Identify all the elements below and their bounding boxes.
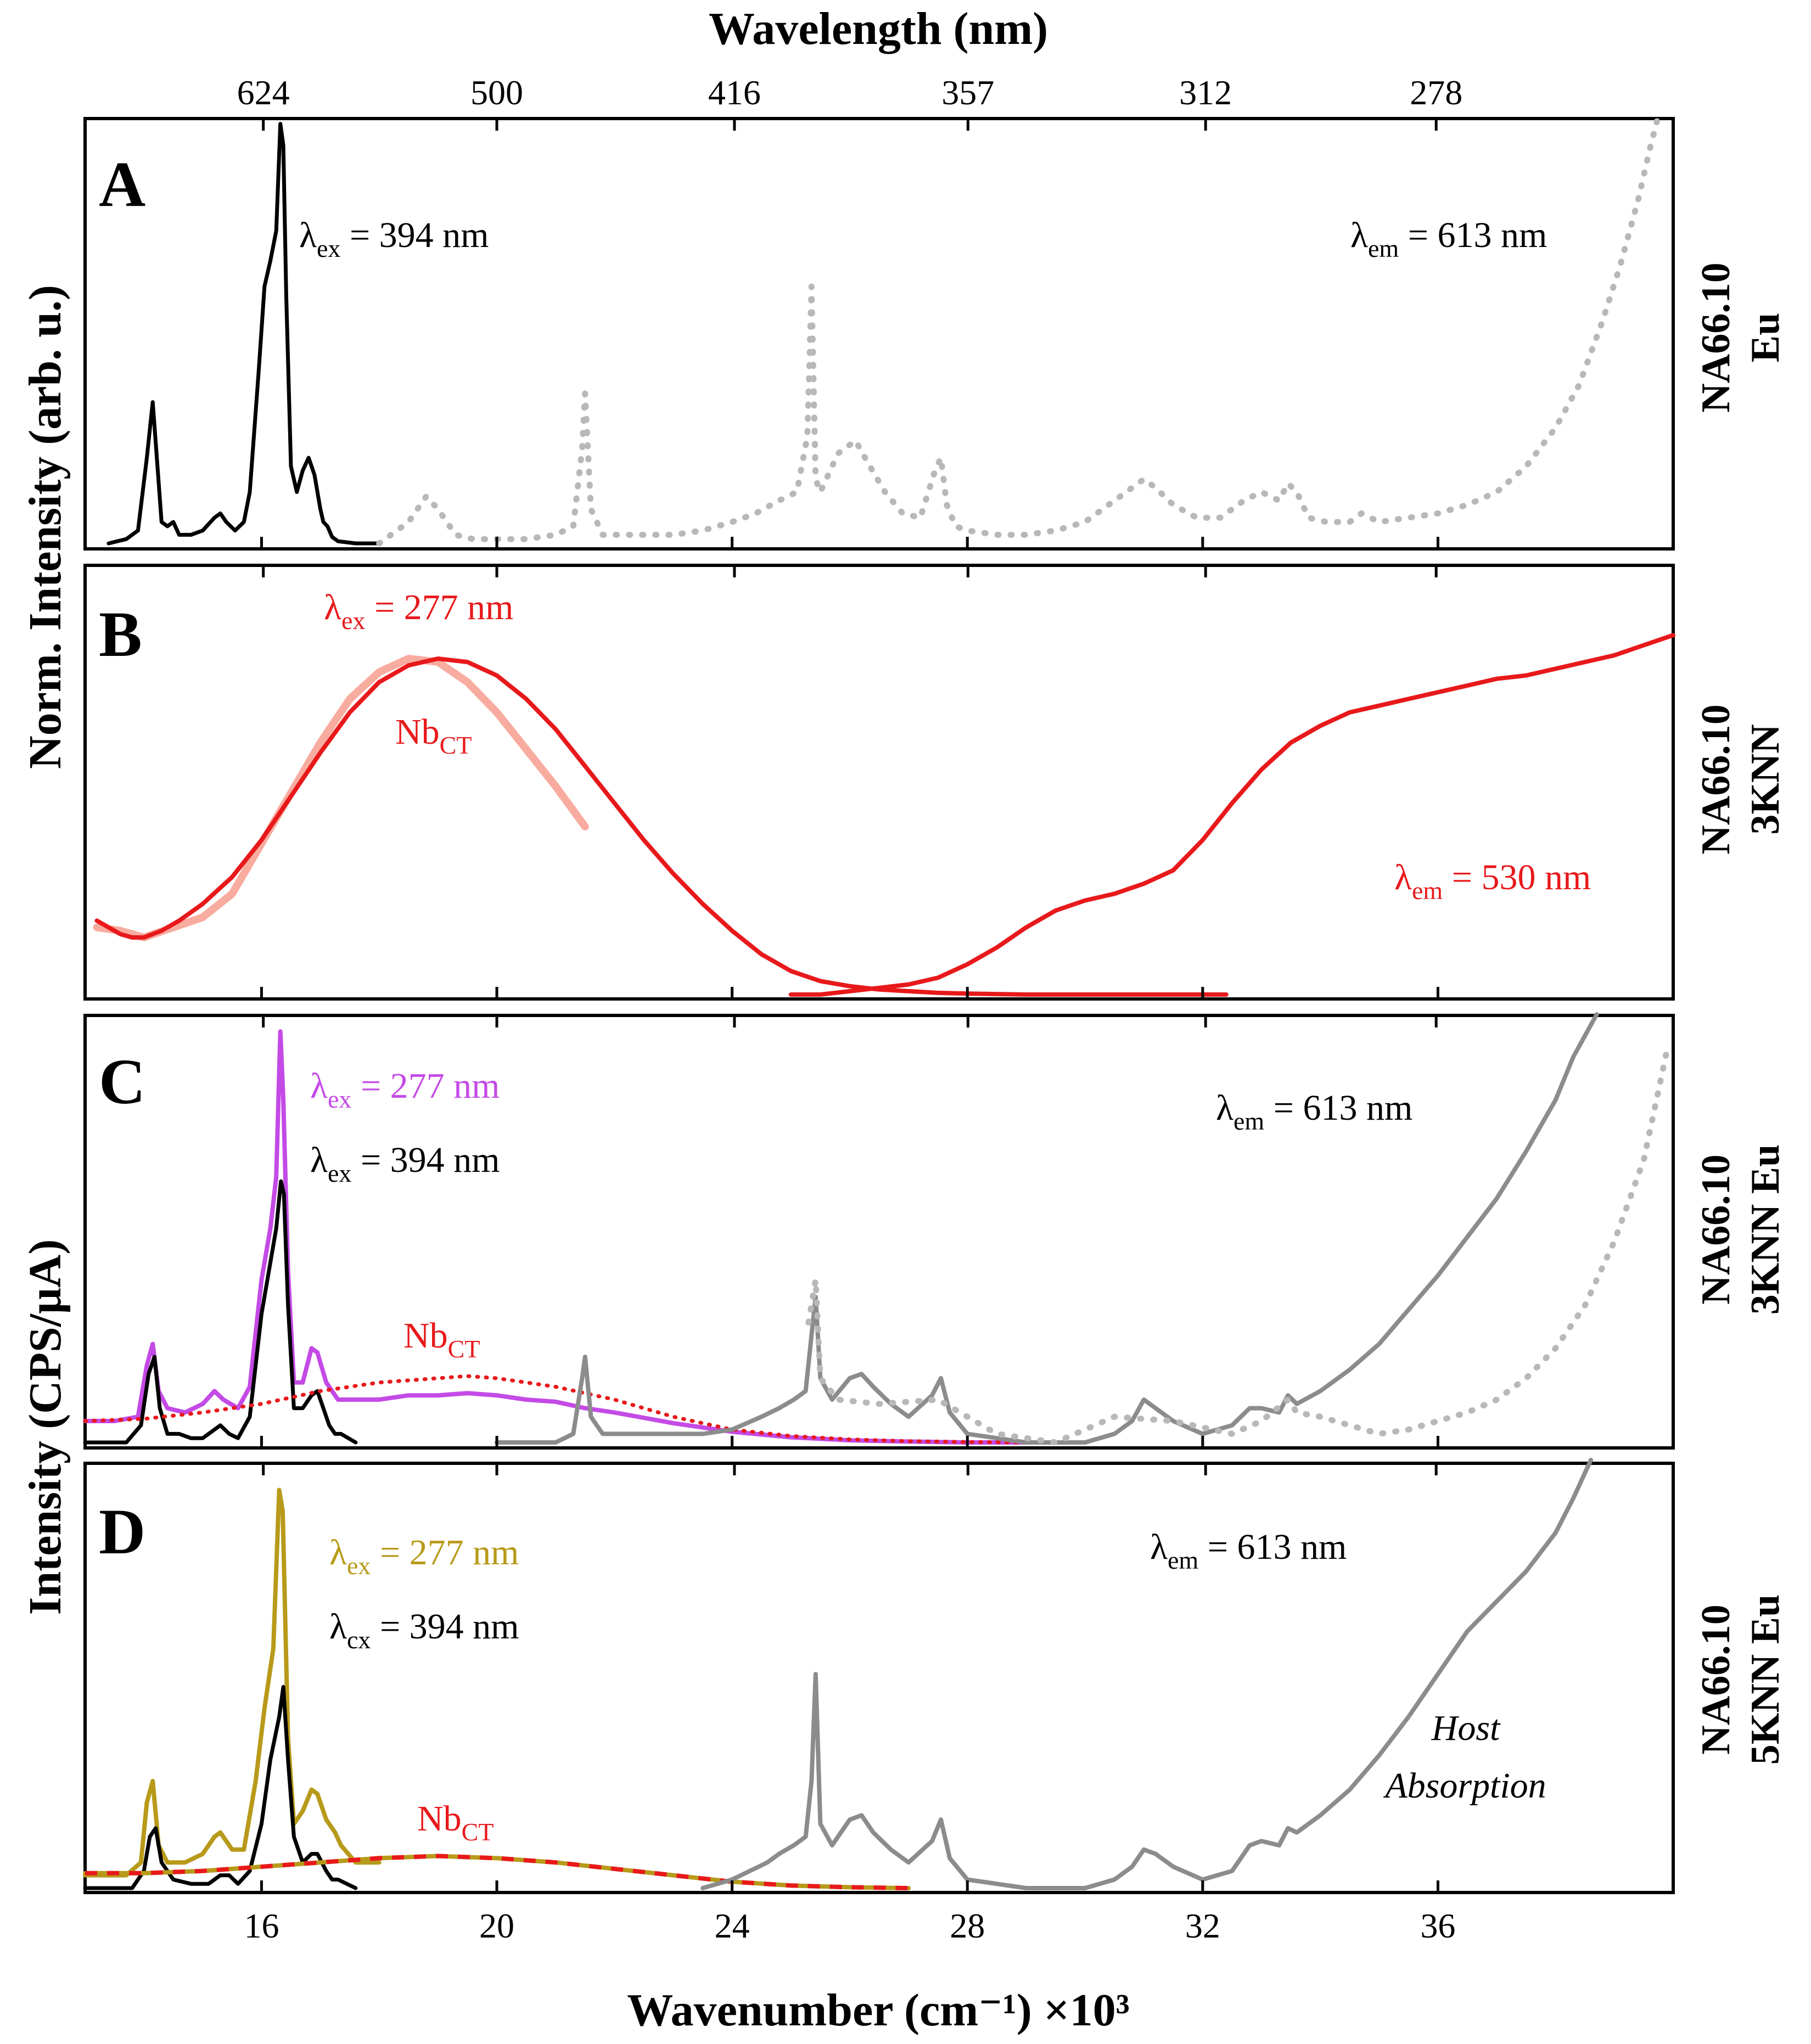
- series-line-c-0: [83, 1029, 1087, 1445]
- panel-letter-c: C: [99, 1046, 145, 1118]
- sample-d-line1: NA66.10: [1694, 1604, 1739, 1754]
- series-line-a-1: [376, 112, 1662, 547]
- left-axis-title-lower: Intensity (CPS/μA): [20, 1239, 71, 1615]
- panel-a: [83, 112, 1675, 551]
- top-axis-ticks: 624 500 416 357 312 278: [237, 73, 1463, 112]
- sample-a-line1: NA66.10: [1694, 262, 1739, 412]
- annot-d-nb: NbCT: [417, 1799, 494, 1846]
- top-tick-label: 624: [237, 73, 290, 112]
- panel-frame-c: [83, 1014, 1675, 1450]
- sample-d-line2: 5KNN Eu: [1743, 1594, 1788, 1765]
- top-axis-title: Wavelength (nm): [709, 3, 1048, 54]
- panel-d: [83, 1458, 1675, 1894]
- series-line-d-0: [83, 1487, 382, 1878]
- annot-b-nb: NbCT: [395, 712, 472, 759]
- series-line-c-3: [495, 1012, 1599, 1445]
- bottom-tick-label: 28: [950, 1906, 985, 1945]
- sample-c-line2: 3KNN Eu: [1743, 1144, 1788, 1315]
- sample-a-line2: Eu: [1743, 313, 1788, 363]
- panel-letter-a: A: [99, 148, 145, 220]
- bottom-tick-label: 36: [1420, 1906, 1455, 1945]
- annot-d-ex2: λcx = 394 nm: [329, 1607, 519, 1654]
- sample-c-line1: NA66.10: [1694, 1154, 1739, 1304]
- annot-a-em: λem = 613 nm: [1350, 215, 1547, 262]
- bottom-tick-label: 32: [1185, 1906, 1220, 1945]
- series-line-d-1: [83, 1684, 358, 1890]
- annot-c-ex1: λex = 277 nm: [310, 1066, 500, 1113]
- top-tick-label: 357: [941, 73, 994, 112]
- panel-frame-a: [83, 117, 1675, 551]
- annot-d-em: λem = 613 nm: [1150, 1527, 1347, 1574]
- series-line-c-2: [83, 1374, 1028, 1445]
- annot-d-host-1: Host: [1431, 1708, 1501, 1748]
- annot-b-ex: λex = 277 nm: [324, 587, 514, 634]
- annot-d-host-2: Absorption: [1383, 1766, 1546, 1806]
- bottom-tick-label: 16: [244, 1906, 279, 1945]
- annot-c-ex2: λex = 394 nm: [310, 1140, 500, 1187]
- top-tick-label: 416: [708, 73, 761, 112]
- series-line-a-0: [106, 122, 382, 546]
- series-line-d-3: [700, 1458, 1593, 1890]
- bottom-axis-title: Wavenumber (cm⁻¹) ×10³: [627, 1985, 1130, 2036]
- top-tick-label: 278: [1410, 73, 1462, 112]
- sample-b-line1: NA66.10: [1694, 704, 1739, 854]
- bottom-axis-ticks: 16 20 24 28 32 36: [244, 1906, 1455, 1945]
- panel-letter-b: B: [99, 598, 142, 670]
- panel-b: [83, 564, 1675, 1001]
- bottom-tick-label: 24: [715, 1906, 750, 1945]
- panel-frame-d: [83, 1462, 1675, 1894]
- annot-c-em: λem = 613 nm: [1216, 1088, 1412, 1135]
- series-line-d-2-dash: [85, 1854, 909, 1890]
- series-line-c-1: [83, 1179, 358, 1445]
- top-tick-label: 312: [1179, 73, 1232, 112]
- panel-frame-b: [83, 564, 1675, 1001]
- left-axis-title-upper: Norm. Intensity (arb. u.): [20, 285, 71, 769]
- series-line-b-0: [93, 655, 589, 941]
- sample-b-line2: 3KNN: [1743, 724, 1788, 834]
- panel-c: [83, 1012, 1675, 1450]
- annot-a-ex: λex = 394 nm: [299, 215, 489, 262]
- series-line-c-4: [805, 1045, 1670, 1446]
- series-line-b-1: [94, 656, 1229, 997]
- top-tick-label: 500: [470, 73, 523, 112]
- annot-c-nb: NbCT: [403, 1316, 480, 1363]
- annot-d-ex1: λex = 277 nm: [329, 1532, 519, 1580]
- bottom-tick-label: 20: [479, 1906, 514, 1945]
- panel-letter-d: D: [99, 1496, 145, 1568]
- series-line-b-2: [788, 633, 1675, 997]
- annot-b-em: λem = 530 nm: [1394, 857, 1591, 905]
